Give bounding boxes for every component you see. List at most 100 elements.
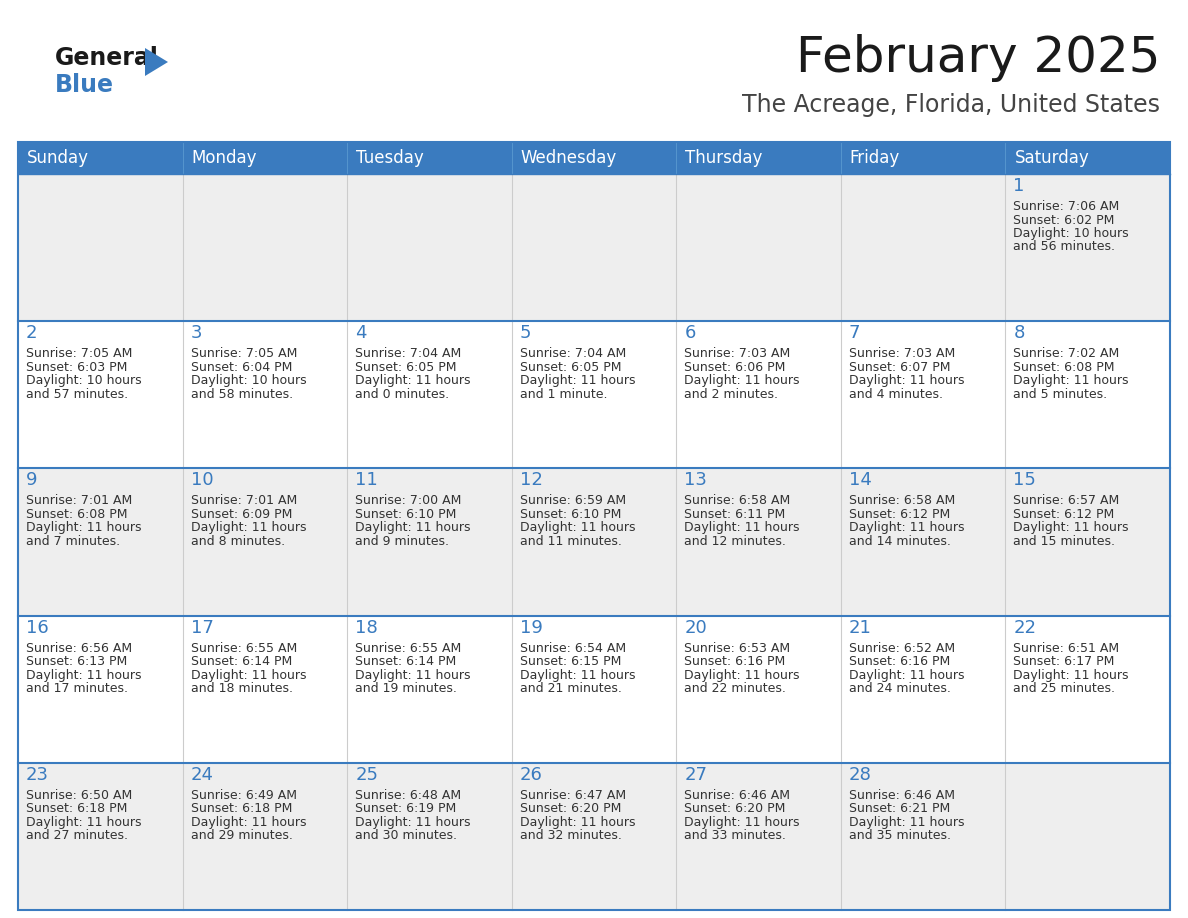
- Text: Sunrise: 6:55 AM: Sunrise: 6:55 AM: [355, 642, 461, 655]
- Text: 5: 5: [519, 324, 531, 342]
- Text: 24: 24: [190, 766, 214, 784]
- Text: and 18 minutes.: and 18 minutes.: [190, 682, 292, 695]
- Text: Daylight: 11 hours: Daylight: 11 hours: [26, 521, 141, 534]
- Text: Friday: Friday: [849, 149, 901, 167]
- Text: Monday: Monday: [191, 149, 257, 167]
- Text: and 0 minutes.: and 0 minutes.: [355, 387, 449, 400]
- Text: Sunrise: 7:01 AM: Sunrise: 7:01 AM: [190, 495, 297, 508]
- Text: Wednesday: Wednesday: [520, 149, 617, 167]
- Text: Sunrise: 7:06 AM: Sunrise: 7:06 AM: [1013, 200, 1119, 213]
- Bar: [18, 321, 1170, 468]
- Text: and 56 minutes.: and 56 minutes.: [1013, 241, 1116, 253]
- Polygon shape: [145, 48, 168, 76]
- Text: and 9 minutes.: and 9 minutes.: [355, 535, 449, 548]
- Text: Sunset: 6:06 PM: Sunset: 6:06 PM: [684, 361, 785, 374]
- Text: Sunset: 6:13 PM: Sunset: 6:13 PM: [26, 655, 127, 668]
- Text: Sunday: Sunday: [27, 149, 89, 167]
- Text: Sunrise: 6:49 AM: Sunrise: 6:49 AM: [190, 789, 297, 801]
- Text: 6: 6: [684, 324, 696, 342]
- Text: 22: 22: [1013, 619, 1036, 636]
- Text: General: General: [55, 46, 159, 70]
- Text: Sunset: 6:14 PM: Sunset: 6:14 PM: [190, 655, 292, 668]
- Text: Sunset: 6:03 PM: Sunset: 6:03 PM: [26, 361, 127, 374]
- Text: Daylight: 11 hours: Daylight: 11 hours: [355, 521, 470, 534]
- Text: 20: 20: [684, 619, 707, 636]
- Text: Sunrise: 7:04 AM: Sunrise: 7:04 AM: [519, 347, 626, 360]
- Text: Sunrise: 7:04 AM: Sunrise: 7:04 AM: [355, 347, 461, 360]
- Text: and 5 minutes.: and 5 minutes.: [1013, 387, 1107, 400]
- Text: and 7 minutes.: and 7 minutes.: [26, 535, 120, 548]
- Text: Sunrise: 6:51 AM: Sunrise: 6:51 AM: [1013, 642, 1119, 655]
- Text: 27: 27: [684, 766, 707, 784]
- Text: 13: 13: [684, 472, 707, 489]
- Text: 9: 9: [26, 472, 38, 489]
- Text: 28: 28: [849, 766, 872, 784]
- Text: 8: 8: [1013, 324, 1025, 342]
- Text: Daylight: 11 hours: Daylight: 11 hours: [684, 521, 800, 534]
- Text: 4: 4: [355, 324, 367, 342]
- Bar: [18, 468, 1170, 616]
- Text: Sunset: 6:17 PM: Sunset: 6:17 PM: [1013, 655, 1114, 668]
- Text: Sunrise: 7:03 AM: Sunrise: 7:03 AM: [849, 347, 955, 360]
- Text: Sunset: 6:15 PM: Sunset: 6:15 PM: [519, 655, 621, 668]
- Text: Sunrise: 7:00 AM: Sunrise: 7:00 AM: [355, 495, 461, 508]
- Text: and 58 minutes.: and 58 minutes.: [190, 387, 292, 400]
- Text: and 57 minutes.: and 57 minutes.: [26, 387, 128, 400]
- Text: and 29 minutes.: and 29 minutes.: [190, 829, 292, 843]
- Bar: [18, 142, 1170, 174]
- Text: Daylight: 10 hours: Daylight: 10 hours: [26, 375, 141, 387]
- Text: Sunrise: 7:02 AM: Sunrise: 7:02 AM: [1013, 347, 1119, 360]
- Text: 12: 12: [519, 472, 543, 489]
- Text: 16: 16: [26, 619, 49, 636]
- Text: and 19 minutes.: and 19 minutes.: [355, 682, 457, 695]
- Text: Sunset: 6:10 PM: Sunset: 6:10 PM: [519, 508, 621, 521]
- Text: and 15 minutes.: and 15 minutes.: [1013, 535, 1116, 548]
- Text: Sunrise: 6:50 AM: Sunrise: 6:50 AM: [26, 789, 132, 801]
- Text: and 22 minutes.: and 22 minutes.: [684, 682, 786, 695]
- Text: 15: 15: [1013, 472, 1036, 489]
- Text: February 2025: February 2025: [796, 34, 1159, 82]
- Text: Sunrise: 6:47 AM: Sunrise: 6:47 AM: [519, 789, 626, 801]
- Text: Sunset: 6:07 PM: Sunset: 6:07 PM: [849, 361, 950, 374]
- Text: Sunset: 6:04 PM: Sunset: 6:04 PM: [190, 361, 292, 374]
- Text: 7: 7: [849, 324, 860, 342]
- Text: and 17 minutes.: and 17 minutes.: [26, 682, 128, 695]
- Bar: [18, 142, 1170, 910]
- Text: Blue: Blue: [55, 73, 114, 97]
- Text: 1: 1: [1013, 177, 1025, 195]
- Text: Daylight: 10 hours: Daylight: 10 hours: [1013, 227, 1129, 240]
- Text: Sunrise: 7:03 AM: Sunrise: 7:03 AM: [684, 347, 790, 360]
- Text: Sunset: 6:18 PM: Sunset: 6:18 PM: [190, 802, 292, 815]
- Text: Sunset: 6:18 PM: Sunset: 6:18 PM: [26, 802, 127, 815]
- Text: Daylight: 11 hours: Daylight: 11 hours: [355, 816, 470, 829]
- Text: Sunrise: 6:55 AM: Sunrise: 6:55 AM: [190, 642, 297, 655]
- Text: The Acreage, Florida, United States: The Acreage, Florida, United States: [742, 93, 1159, 117]
- Text: and 1 minute.: and 1 minute.: [519, 387, 607, 400]
- Text: Sunset: 6:05 PM: Sunset: 6:05 PM: [355, 361, 456, 374]
- Text: Sunset: 6:19 PM: Sunset: 6:19 PM: [355, 802, 456, 815]
- Text: Sunset: 6:16 PM: Sunset: 6:16 PM: [849, 655, 950, 668]
- Text: Sunset: 6:16 PM: Sunset: 6:16 PM: [684, 655, 785, 668]
- Text: and 8 minutes.: and 8 minutes.: [190, 535, 285, 548]
- Bar: [18, 174, 1170, 321]
- Text: Sunrise: 6:46 AM: Sunrise: 6:46 AM: [684, 789, 790, 801]
- Text: Sunset: 6:02 PM: Sunset: 6:02 PM: [1013, 214, 1114, 227]
- Text: and 21 minutes.: and 21 minutes.: [519, 682, 621, 695]
- Text: Sunset: 6:09 PM: Sunset: 6:09 PM: [190, 508, 292, 521]
- Text: Daylight: 11 hours: Daylight: 11 hours: [684, 816, 800, 829]
- Text: and 24 minutes.: and 24 minutes.: [849, 682, 950, 695]
- Text: Sunrise: 6:56 AM: Sunrise: 6:56 AM: [26, 642, 132, 655]
- Text: 17: 17: [190, 619, 214, 636]
- Text: Sunrise: 6:53 AM: Sunrise: 6:53 AM: [684, 642, 790, 655]
- Text: Sunrise: 6:58 AM: Sunrise: 6:58 AM: [684, 495, 790, 508]
- Text: Daylight: 11 hours: Daylight: 11 hours: [355, 375, 470, 387]
- Text: Sunset: 6:10 PM: Sunset: 6:10 PM: [355, 508, 456, 521]
- Text: 11: 11: [355, 472, 378, 489]
- Bar: [18, 616, 1170, 763]
- Text: Saturday: Saturday: [1015, 149, 1089, 167]
- Text: and 11 minutes.: and 11 minutes.: [519, 535, 621, 548]
- Text: 25: 25: [355, 766, 378, 784]
- Text: and 30 minutes.: and 30 minutes.: [355, 829, 457, 843]
- Text: Thursday: Thursday: [685, 149, 763, 167]
- Text: Daylight: 11 hours: Daylight: 11 hours: [684, 668, 800, 681]
